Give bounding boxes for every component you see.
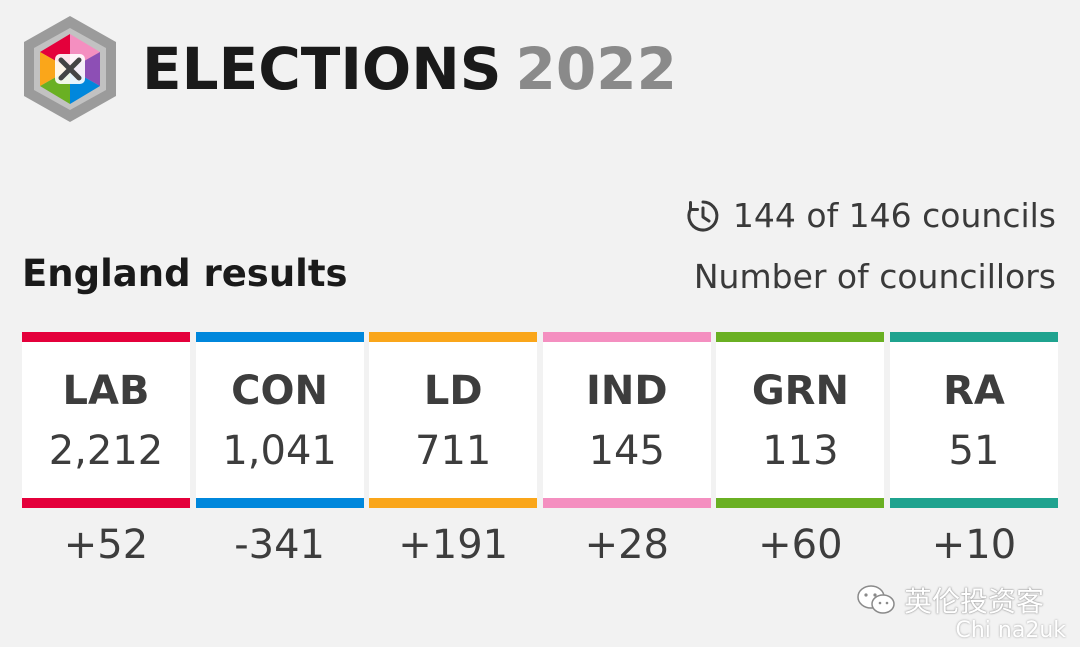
seat-changes: +52 -341 +191 +28 +60 +10 <box>22 522 1058 568</box>
seat-change-ind: +28 <box>584 522 669 568</box>
party-seats: 113 <box>762 428 839 474</box>
party-color-bar <box>716 498 885 508</box>
party-color-bar <box>369 332 538 342</box>
hexagon-cross-logo <box>24 16 116 122</box>
page-title: ELECTIONS 2022 <box>142 35 677 103</box>
chart-subtitle: Number of councillors <box>693 257 1056 296</box>
party-seats: 145 <box>588 428 665 474</box>
title-year: 2022 <box>515 35 677 103</box>
seat-change-ra: +10 <box>931 522 1017 568</box>
party-color-bar <box>889 332 1058 342</box>
party-seats: 2,212 <box>48 428 164 474</box>
progress-text: 144 of 146 councils <box>732 196 1056 235</box>
party-color-bar <box>716 332 885 342</box>
party-card-ind: IND 145 <box>542 332 711 508</box>
party-card-lab: LAB 2,212 <box>22 332 190 508</box>
party-color-bar <box>369 498 538 508</box>
party-card-ld: LD 711 <box>369 332 538 508</box>
party-color-bar <box>22 332 190 342</box>
watermark-subtext: Chi na2uk <box>955 618 1066 643</box>
party-color-bar <box>889 498 1058 508</box>
seat-change-grn: +60 <box>758 522 843 568</box>
region-heading: England results <box>22 252 348 295</box>
party-color-bar <box>195 332 364 342</box>
watermark-text: 英伦投资客 <box>903 585 1044 618</box>
seat-change-lab: +52 <box>63 522 149 568</box>
seat-change-con: -341 <box>234 522 325 568</box>
party-color-bar <box>22 498 190 508</box>
party-abbr: LD <box>423 368 483 414</box>
header: ELECTIONS 2022 <box>22 14 677 124</box>
title-text: ELECTIONS <box>142 35 502 103</box>
party-seats: 711 <box>415 428 492 474</box>
party-abbr: IND <box>586 368 668 414</box>
chat-bubbles-icon <box>857 585 895 614</box>
party-card-con: CON 1,041 <box>195 332 364 508</box>
party-seats: 1,041 <box>222 428 337 474</box>
watermark: 英伦投资客 <box>856 580 1044 620</box>
party-abbr: CON <box>231 368 329 414</box>
party-cards: LAB 2,212 CON 1,041 LD 711 IND 145 GRN 1… <box>22 332 1058 508</box>
party-seats: 51 <box>948 428 1000 474</box>
party-abbr: LAB <box>62 368 150 414</box>
party-card-ra: RA 51 <box>889 332 1058 508</box>
councils-progress: 144 of 146 councils <box>685 196 1056 235</box>
party-abbr: GRN <box>751 368 849 414</box>
party-abbr: RA <box>943 368 1005 414</box>
party-color-bar <box>195 498 364 508</box>
party-card-grn: GRN 113 <box>716 332 885 508</box>
party-color-bar <box>542 332 711 342</box>
party-color-bar <box>542 498 711 508</box>
clock-icon <box>687 200 719 231</box>
seat-change-ld: +191 <box>398 522 509 568</box>
